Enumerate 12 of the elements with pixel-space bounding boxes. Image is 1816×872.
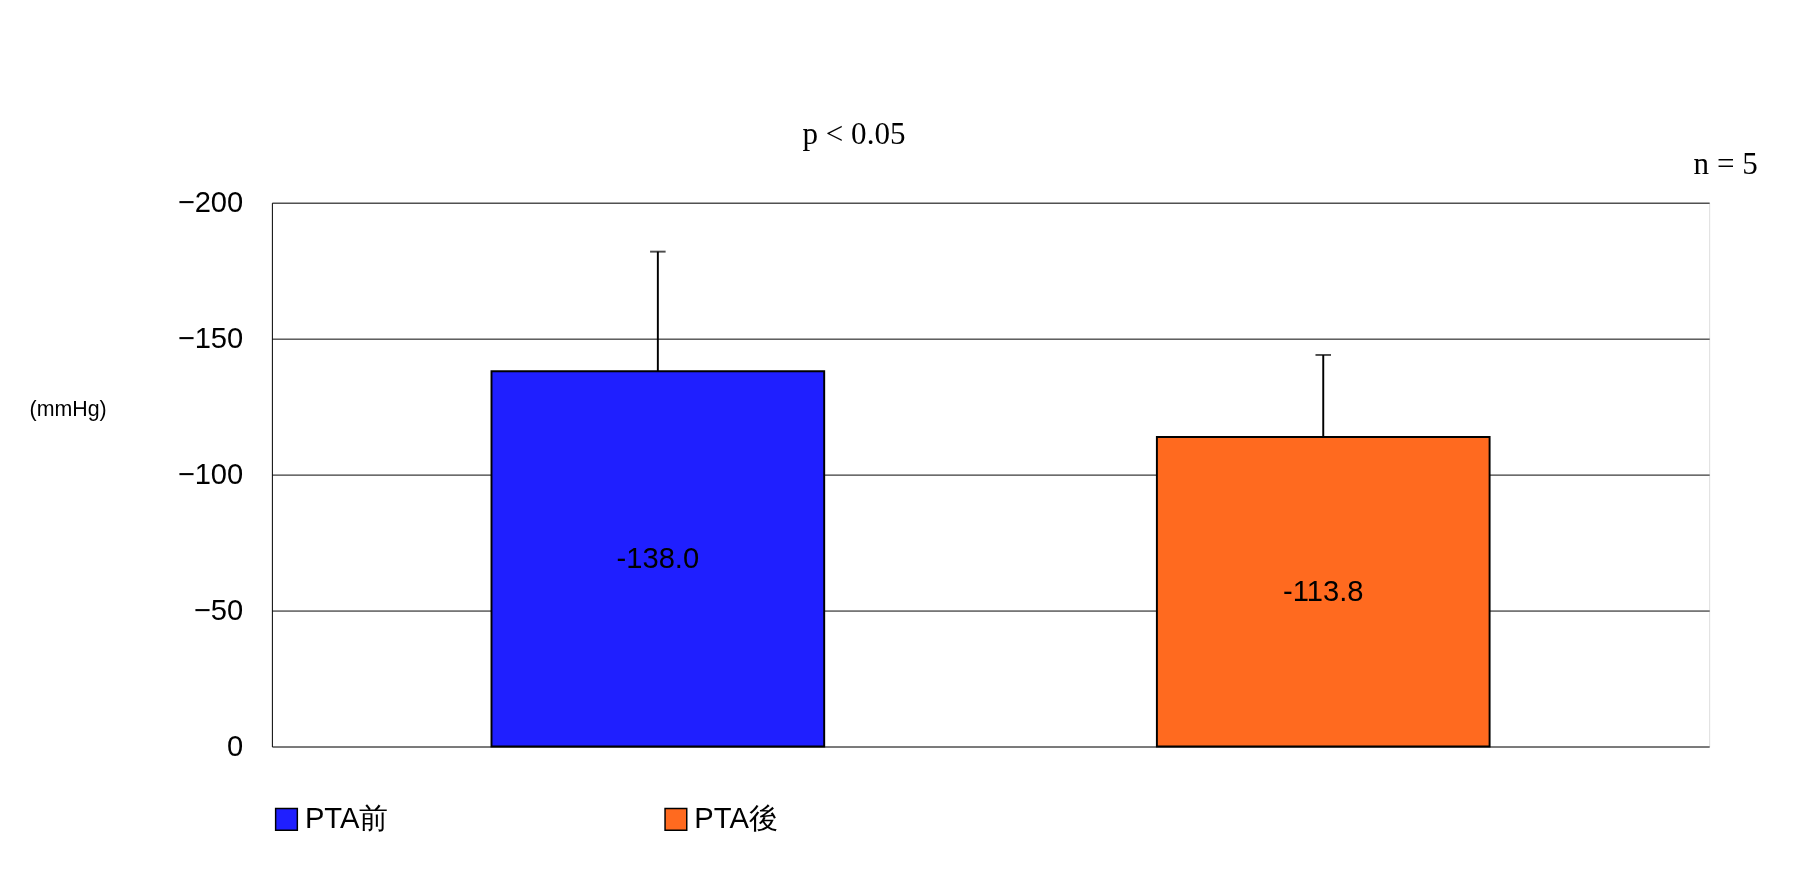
y-tick-label: −150 bbox=[177, 321, 244, 354]
legend-label: PTA後 bbox=[694, 802, 778, 835]
y-tick-label: 0 bbox=[227, 729, 244, 762]
y-axis-title: (mmHg) bbox=[29, 396, 107, 421]
data-label: -138.0 bbox=[616, 541, 700, 574]
text: p < 0.05 bbox=[802, 116, 906, 152]
text: n = 5 bbox=[1693, 145, 1758, 181]
data-label: -113.8 bbox=[1283, 574, 1364, 607]
legend-label: PTA前 bbox=[304, 802, 389, 835]
y-tick-label: −200 bbox=[177, 185, 244, 218]
y-tick-label: −100 bbox=[177, 457, 244, 490]
y-tick-label: −50 bbox=[193, 593, 244, 626]
